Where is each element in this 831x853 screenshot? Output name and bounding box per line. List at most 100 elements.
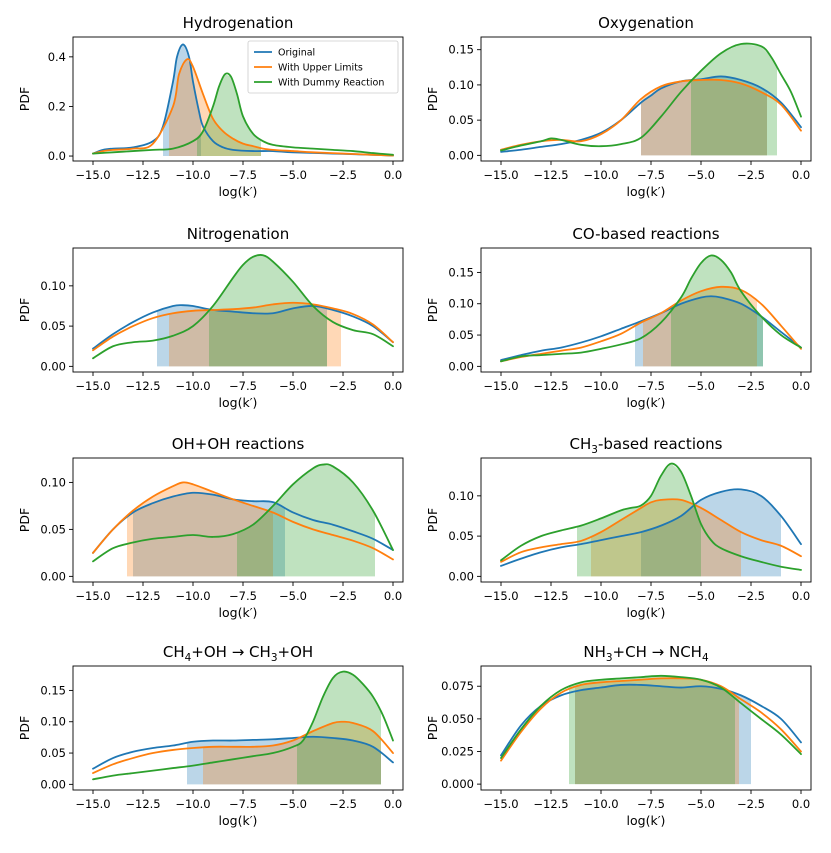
shaded-interval-original	[187, 736, 381, 785]
legend-entry-with-dummy-reaction: With Dummy Reaction	[278, 78, 384, 89]
x-tick-label: −5.0	[279, 797, 307, 811]
y-tick-label: 0.000	[441, 777, 474, 791]
shaded-interval-original	[575, 684, 751, 785]
y-tick-label: 0.15	[448, 265, 474, 279]
x-tick-label: −2.5	[737, 168, 765, 182]
y-axis-label: PDF	[17, 508, 32, 532]
x-tick-label: −12.5	[125, 168, 160, 182]
series-line-original	[92, 43, 394, 157]
shaded-interval-with-dummy-reaction	[297, 671, 381, 785]
x-tick-label: −5.0	[687, 168, 715, 182]
series-line-original	[500, 488, 802, 567]
legend-entry-with-upper-limits: With Upper Limits	[278, 63, 363, 74]
panel-oxygenation: −15.0 −12.5 −10.0 −7.5 −5.0 −2.5 0.0 0.00 0.05 0.…	[425, 14, 812, 199]
x-tick-label: −12.5	[125, 589, 160, 603]
series-line-with-dummy-reaction	[500, 674, 802, 759]
legend-entry-original: Original	[278, 48, 315, 59]
shaded-interval-original	[641, 489, 781, 577]
shaded-interval-with-dummy-reaction	[569, 675, 735, 785]
shaded-interval-with-upper-limits	[591, 499, 741, 577]
x-tick-label: −5.0	[279, 379, 307, 393]
x-tick-label: −2.5	[329, 168, 357, 182]
y-tick-label: 0.05	[40, 522, 66, 536]
y-tick-label: 0.075	[441, 679, 474, 693]
y-axis-label: PDF	[17, 716, 32, 740]
x-tick-label: −5.0	[687, 797, 715, 811]
x-axis-label: log(k′)	[219, 184, 258, 199]
y-tick-label: 0.05	[448, 328, 474, 342]
panel-ch3-based-reactions: −15.0 −12.5 −10.0 −7.5 −5.0 −2.5 0.0 0.00 0.05 0.…	[425, 435, 812, 620]
x-tick-label: −10.0	[175, 379, 210, 393]
x-axis-label: log(k′)	[627, 813, 666, 828]
x-tick-label: −2.5	[329, 589, 357, 603]
x-tick-label: −10.0	[175, 797, 210, 811]
x-tick-label: 0.0	[792, 379, 810, 393]
y-tick-label: 0.05	[448, 529, 474, 543]
panel-nh3-ch-nch4: −15.0 −12.5 −10.0 −7.5 −5.0 −2.5 0.0 0.000 0.025…	[425, 643, 812, 828]
y-tick-label: 0.00	[40, 569, 66, 583]
axes-frame	[72, 247, 404, 373]
legend-box	[247, 40, 399, 94]
x-axis-label: log(k′)	[219, 395, 258, 410]
series-line-with-upper-limits	[92, 301, 394, 352]
y-axis-label: PDF	[425, 298, 440, 322]
y-tick-label: 0.05	[40, 746, 66, 760]
axes-frame	[480, 36, 812, 162]
x-tick-label: −15.0	[483, 168, 518, 182]
shaded-interval-with-upper-limits	[169, 302, 341, 367]
series-line-with-dummy-reaction	[92, 463, 394, 563]
y-tick-label: 0.00	[448, 148, 474, 162]
x-tick-label: −2.5	[737, 797, 765, 811]
x-tick-label: 0.0	[792, 797, 810, 811]
series-line-with-upper-limits	[500, 285, 802, 363]
series-line-original	[92, 304, 394, 350]
x-tick-label: 0.0	[792, 589, 810, 603]
panel-oh-oh-reactions: −15.0 −12.5 −10.0 −7.5 −5.0 −2.5 0.0 0.00 0.05 0.…	[17, 435, 404, 620]
axes-frame	[72, 457, 404, 583]
x-tick-label: −15.0	[483, 379, 518, 393]
series-line-with-dummy-reaction	[500, 462, 802, 571]
y-axis-label: PDF	[425, 508, 440, 532]
y-tick-label: 0.0	[48, 149, 66, 163]
series-line-with-upper-limits	[500, 78, 802, 151]
series-line-with-upper-limits	[500, 498, 802, 563]
x-tick-label: −7.5	[229, 797, 257, 811]
x-tick-label: −12.5	[533, 589, 568, 603]
x-tick-label: −15.0	[75, 168, 110, 182]
axes-frame	[480, 665, 812, 791]
y-axis-label: PDF	[17, 298, 32, 322]
y-tick-label: 0.025	[441, 744, 474, 758]
x-tick-label: −12.5	[533, 168, 568, 182]
y-tick-label: 0.10	[40, 715, 66, 729]
shaded-interval-with-upper-limits	[575, 678, 739, 785]
x-tick-label: −12.5	[125, 797, 160, 811]
x-tick-label: −5.0	[687, 379, 715, 393]
chart-title: OH+OH reactions	[172, 435, 305, 453]
x-axis-label: log(k′)	[219, 605, 258, 620]
shaded-interval-with-dummy-reaction	[577, 464, 701, 577]
y-axis-label: PDF	[17, 87, 32, 111]
x-tick-label: −10.0	[583, 379, 618, 393]
x-tick-label: −2.5	[737, 589, 765, 603]
x-axis-label: log(k′)	[627, 395, 666, 410]
y-tick-label: 0.10	[40, 475, 66, 489]
x-tick-label: 0.0	[384, 379, 402, 393]
axes-frame	[480, 457, 812, 583]
axes-frame	[72, 36, 404, 162]
series-line-original	[92, 491, 394, 554]
x-tick-label: −7.5	[637, 379, 665, 393]
y-tick-label: 0.10	[448, 489, 474, 503]
x-axis-label: log(k′)	[627, 605, 666, 620]
plot-area	[92, 43, 394, 157]
chart-title: CO-based reactions	[572, 225, 719, 243]
y-tick-label: 0.00	[448, 359, 474, 373]
shaded-interval-with-upper-limits	[641, 79, 767, 156]
x-tick-label: −5.0	[687, 589, 715, 603]
series-line-with-upper-limits	[92, 481, 394, 561]
x-tick-label: −7.5	[229, 589, 257, 603]
x-tick-label: −2.5	[737, 379, 765, 393]
shaded-interval-original	[133, 492, 285, 577]
x-tick-label: −10.0	[583, 168, 618, 182]
x-tick-label: 0.0	[384, 797, 402, 811]
